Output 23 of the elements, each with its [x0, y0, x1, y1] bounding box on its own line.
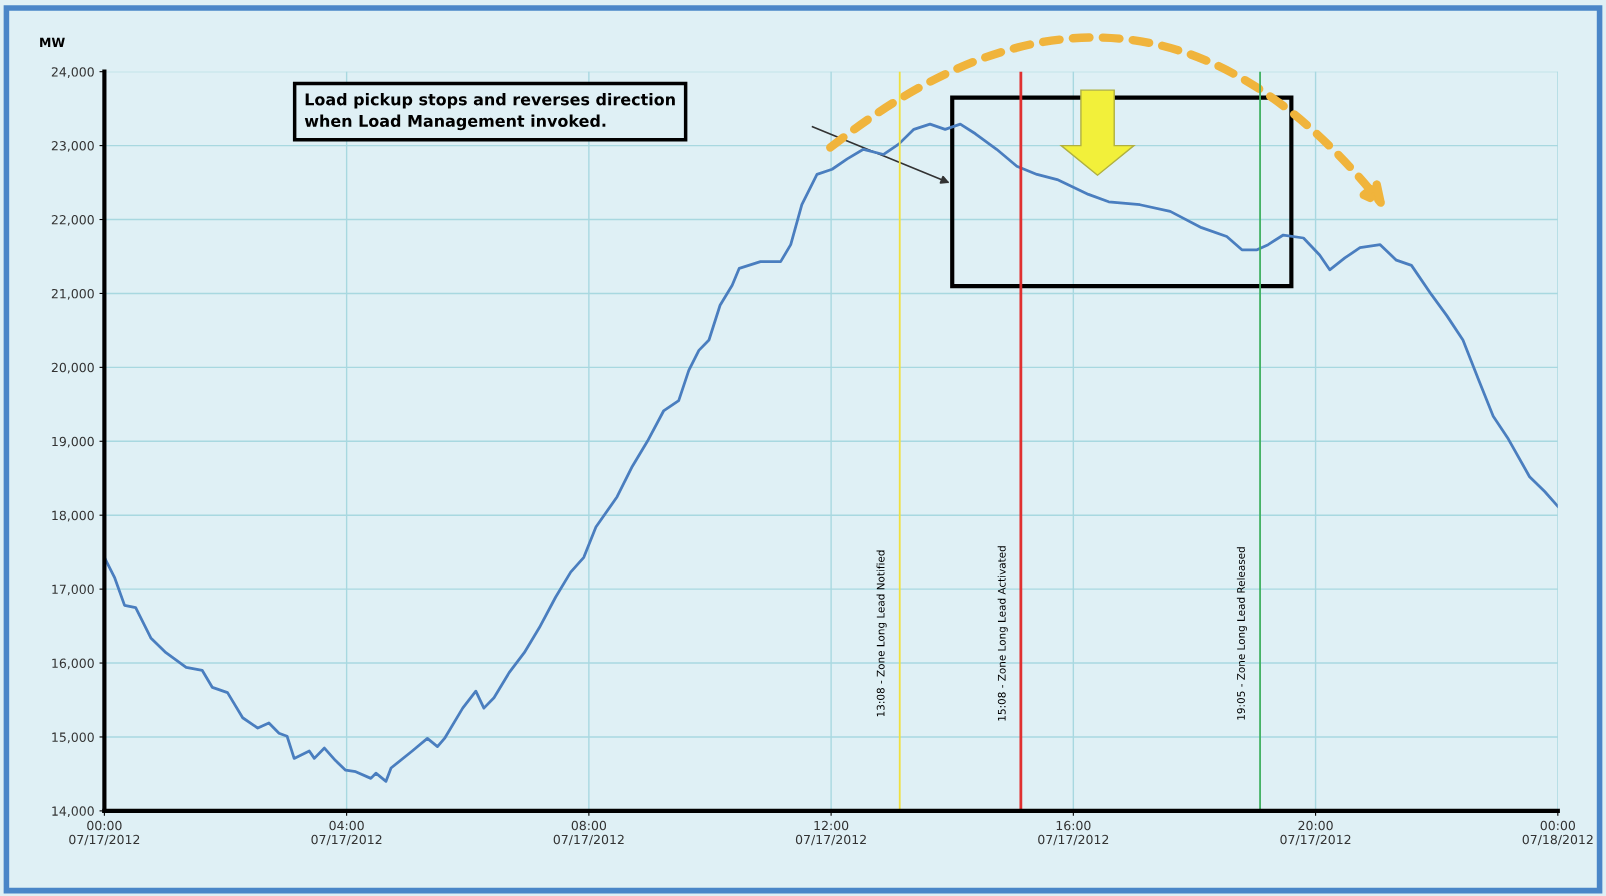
annotation: Load pickup stops and reverses direction when Load Management invoked.: [304, 93, 675, 131]
x-tick-label: 16:00 07/17/2012: [1038, 820, 1109, 846]
ref-line-label: 15:08 - Zone Long Lead Activated: [997, 546, 1008, 721]
x-tick-label: 08:00 07/17/2012: [553, 820, 624, 846]
ref-line-label: 19:05 - Zone Long Lead Released: [1236, 547, 1247, 720]
x-tick-label: 00:00 07/17/2012: [69, 820, 140, 846]
y-tick-label: 17,000: [52, 584, 94, 596]
y-tick-label: 21,000: [51, 288, 94, 300]
y-axis-title: MW: [40, 37, 65, 47]
y-tick-label: 23,000: [51, 141, 94, 152]
y-tick-label: 19,000: [52, 436, 94, 448]
ref-line-label: 13:08 - Zone Long Lead Notified: [876, 550, 887, 717]
y-tick-label: 15,000: [52, 732, 94, 744]
y-tick-label: 24,000: [51, 67, 94, 78]
x-tick-label: 04:00 07/17/2012: [311, 820, 382, 846]
y-tick-label: 14,000: [52, 806, 94, 818]
x-tick-label: 20:00 07/17/2012: [1280, 820, 1351, 846]
y-tick-label: 20,000: [51, 362, 94, 374]
y-tick-label: 16,000: [52, 658, 94, 670]
y-tick-label: 22,000: [51, 214, 94, 226]
y-tick-label: 18,000: [52, 510, 94, 522]
x-tick-label: 12:00 07/17/2012: [795, 820, 866, 846]
x-tick-label: 00:00 07/18/2012: [1522, 820, 1593, 846]
